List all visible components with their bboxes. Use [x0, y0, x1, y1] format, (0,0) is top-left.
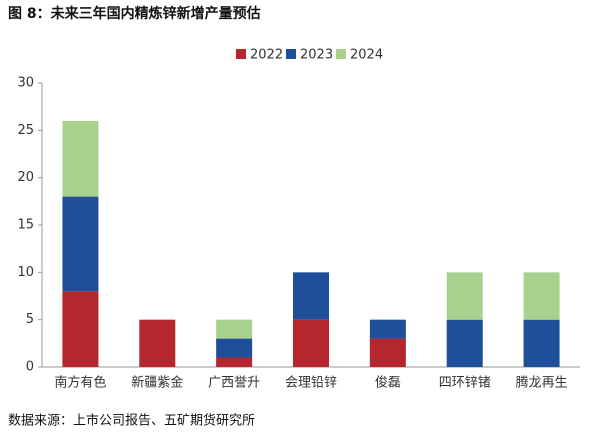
bar-segment: [446, 319, 483, 367]
x-tick-label: 俊磊: [375, 376, 401, 391]
y-tick-label: 5: [26, 312, 34, 327]
bar-segment: [62, 291, 99, 367]
chart-source: 数据来源：上市公司报告、五矿期货研究所: [8, 413, 255, 429]
y-tick-label: 10: [17, 265, 34, 280]
bar-segment: [523, 319, 560, 367]
bar-segment: [523, 272, 560, 320]
bar-segment: [293, 272, 329, 320]
bar-segment: [62, 120, 99, 197]
y-tick-label: 0: [26, 360, 34, 375]
x-tick-label: 会理铅锌: [285, 376, 337, 391]
legend-label: 2022: [250, 48, 283, 63]
y-tick-label: 30: [17, 76, 34, 91]
y-tick-label: 20: [17, 170, 34, 185]
legend-swatch: [336, 49, 346, 59]
y-tick-label: 25: [17, 123, 34, 138]
y-tick-label: 15: [17, 218, 34, 233]
x-tick-label: 腾龙再生: [516, 375, 568, 391]
legend-swatch: [236, 49, 246, 59]
bar-segment: [139, 319, 176, 367]
x-tick-label: 广西誉升: [208, 376, 260, 391]
x-tick-label: 南方有色: [54, 375, 106, 391]
bar-segment: [62, 196, 99, 292]
bar-segment: [446, 272, 483, 320]
bar-segment: [216, 319, 253, 339]
bar-segment: [369, 319, 406, 339]
bar-segment: [293, 319, 329, 367]
legend-label: 2024: [350, 48, 383, 63]
x-tick-label: 四环锌锗: [439, 376, 491, 391]
bar-segment: [216, 338, 253, 358]
chart-title: 图 8：未来三年国内精炼锌新增产量预估: [8, 5, 261, 22]
x-tick-label: 新疆紫金: [131, 375, 183, 391]
legend-label: 2023: [300, 48, 333, 63]
bar-segment: [216, 357, 253, 367]
legend-swatch: [286, 49, 296, 59]
bar-segment: [369, 338, 406, 367]
